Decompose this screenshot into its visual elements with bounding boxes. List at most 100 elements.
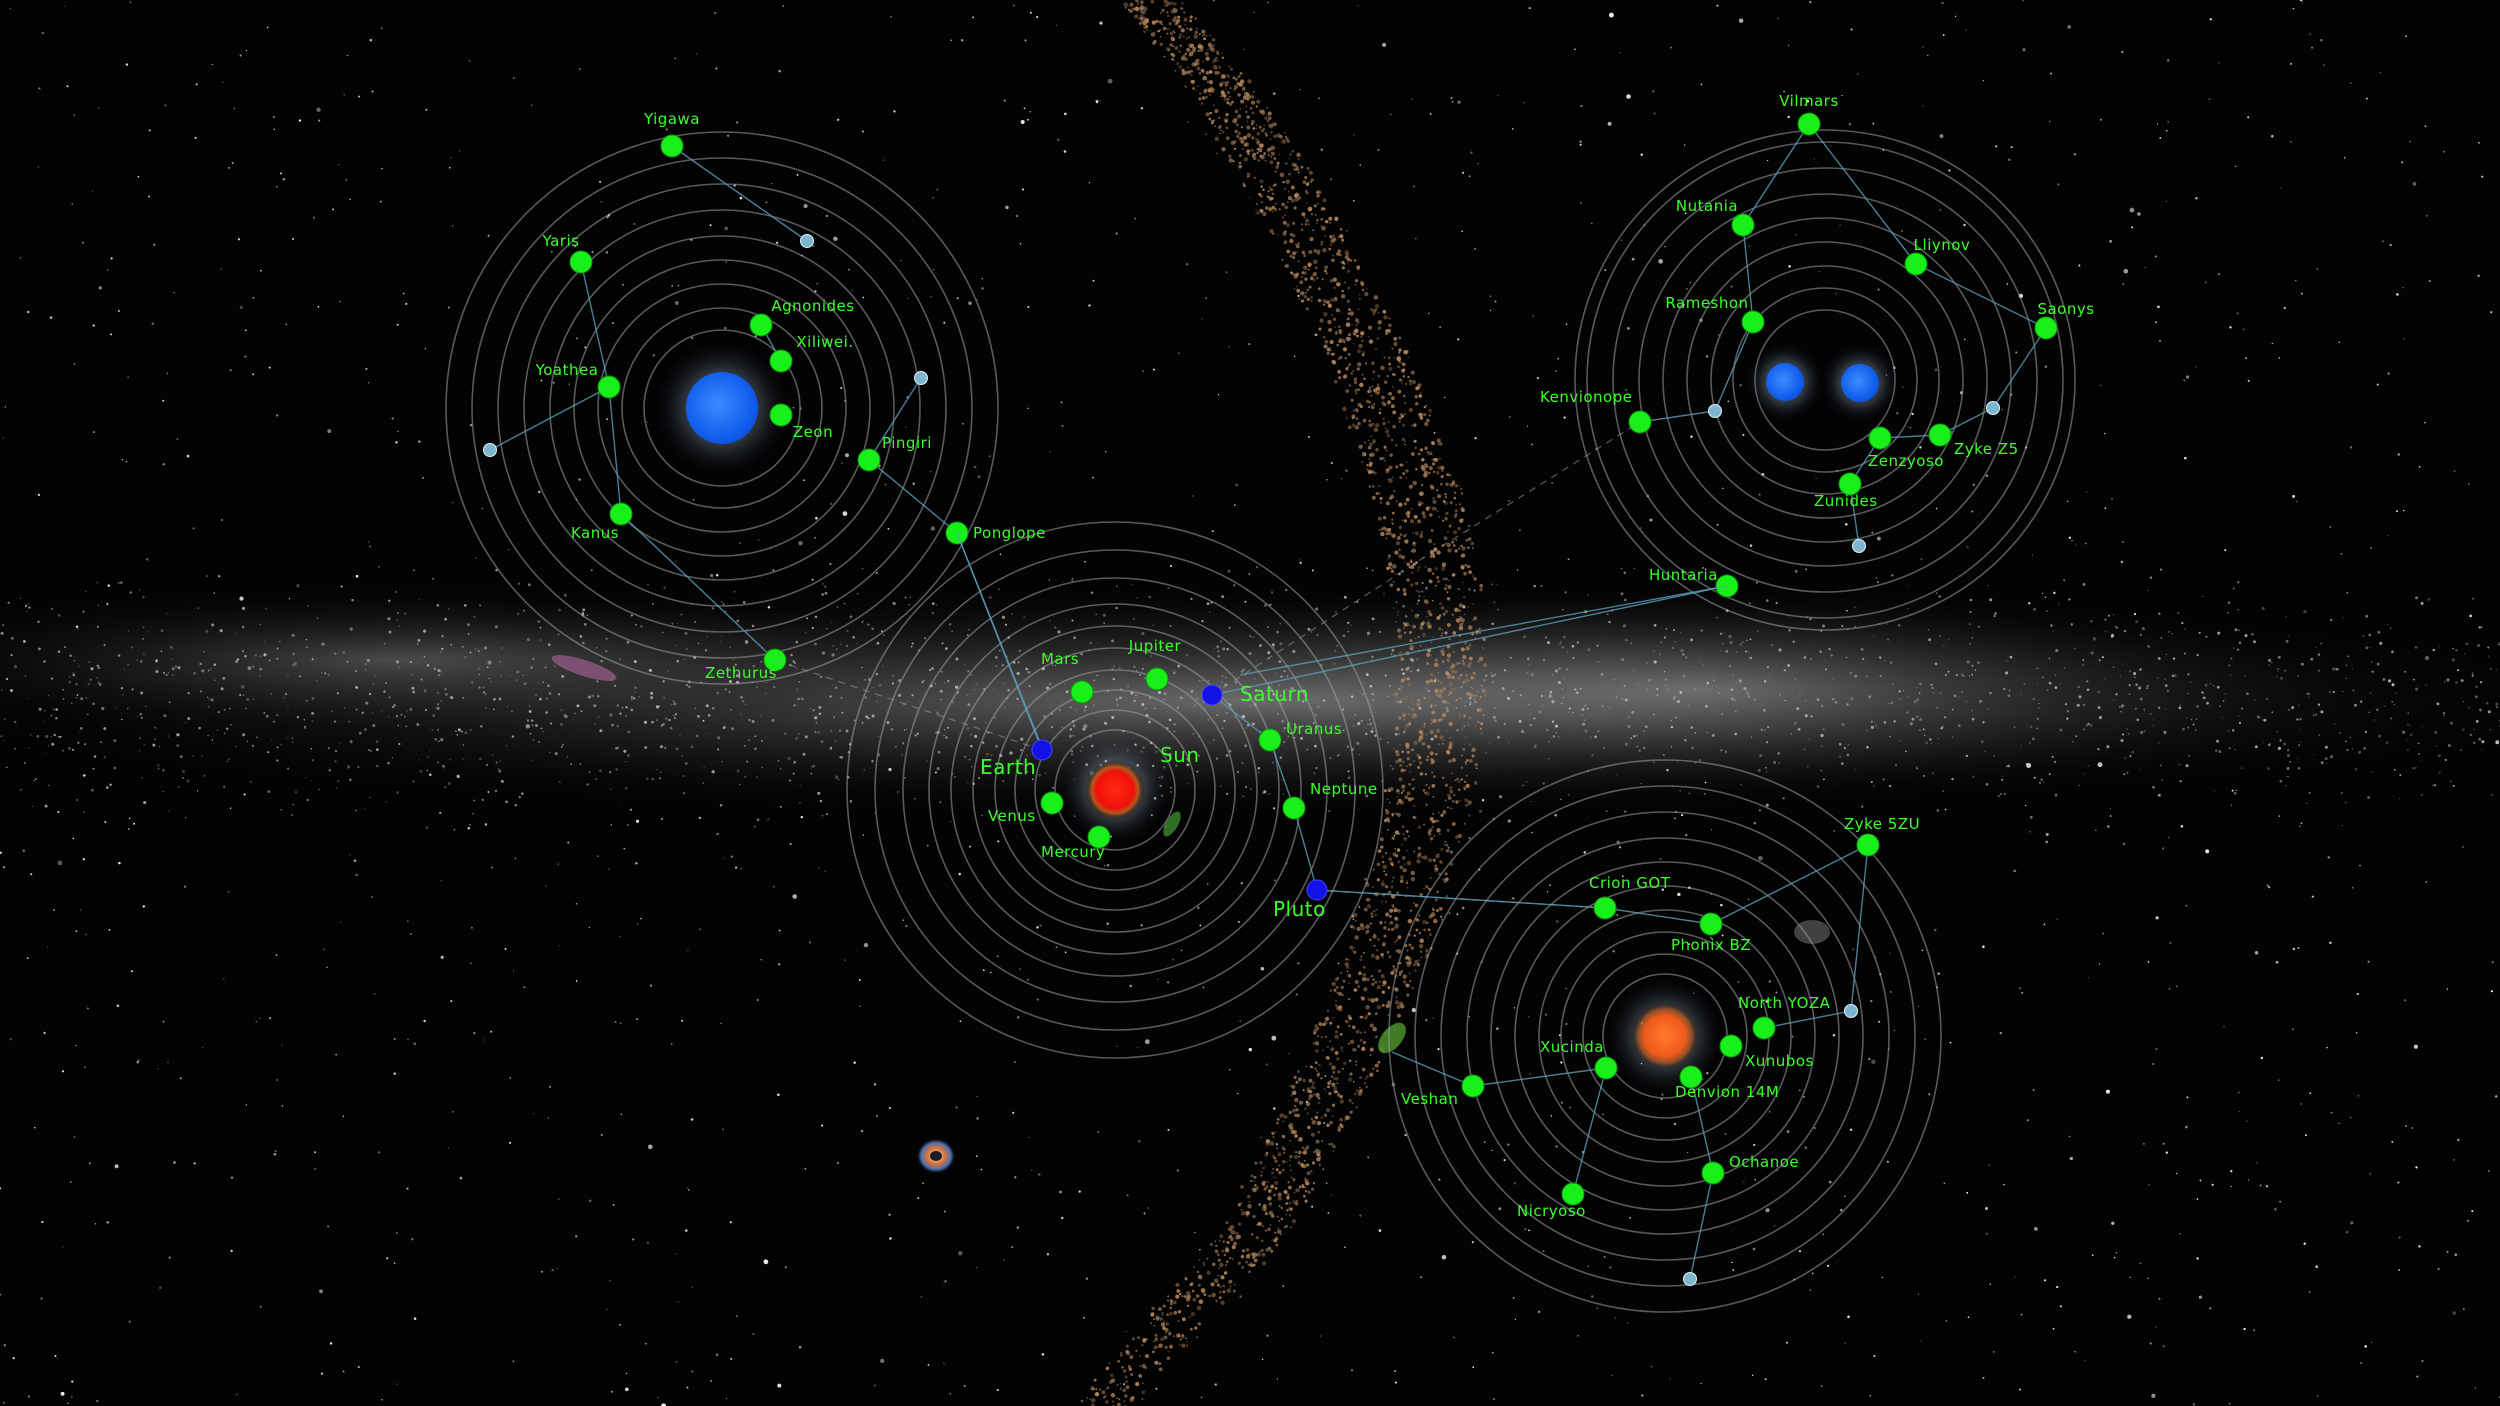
- planet-marker[interactable]: [1868, 426, 1892, 450]
- planet-venus[interactable]: Venus: [988, 791, 1064, 825]
- planet-ochanoe[interactable]: Ochanoe: [1701, 1153, 1799, 1185]
- planet-marker[interactable]: [1904, 252, 1928, 276]
- star-icon[interactable]: [1085, 760, 1145, 820]
- planet-marker[interactable]: [1031, 739, 1053, 761]
- planet-label: Xiliwei.: [796, 333, 853, 351]
- planet-zunides[interactable]: Zunides: [1814, 472, 1878, 510]
- planet-zyke-z5[interactable]: Zyke Z5: [1928, 423, 2019, 458]
- planet-nicryoso[interactable]: Nicryoso: [1517, 1182, 1586, 1220]
- planet-yoathea[interactable]: Yoathea: [535, 361, 621, 399]
- planet-marker[interactable]: [1928, 423, 1952, 447]
- star-icon[interactable]: [686, 372, 758, 444]
- planet-mars[interactable]: Mars: [1041, 650, 1094, 704]
- planet-marker[interactable]: [1282, 796, 1306, 820]
- planet-marker[interactable]: [769, 403, 793, 427]
- star-icon[interactable]: [1841, 364, 1879, 402]
- planet-marker[interactable]: [2034, 316, 2058, 340]
- planet-zyke-5zu[interactable]: Zyke 5ZU: [1844, 815, 1920, 857]
- planet-marker[interactable]: [1797, 112, 1821, 136]
- planet-marker[interactable]: [1040, 791, 1064, 815]
- planet-veshan[interactable]: Veshan: [1401, 1074, 1485, 1108]
- planet-lliynov[interactable]: Lliynov: [1904, 236, 1970, 276]
- planet-zethurus[interactable]: Zethurus: [705, 648, 787, 682]
- planet-yaris[interactable]: Yaris: [542, 232, 593, 274]
- planet-marker[interactable]: [597, 375, 621, 399]
- planet-uranus[interactable]: Uranus: [1258, 720, 1342, 752]
- waypoint-node[interactable]: [914, 371, 928, 385]
- planet-marker[interactable]: [1838, 472, 1862, 496]
- orbit-ring: [1414, 785, 1916, 1287]
- planet-earth[interactable]: Earth: [980, 739, 1053, 779]
- planet-marker[interactable]: [1258, 728, 1282, 752]
- planet-zeon[interactable]: Zeon: [769, 403, 833, 441]
- planet-marker[interactable]: [857, 448, 881, 472]
- planet-zenzyoso[interactable]: Zenzyoso: [1868, 426, 1944, 470]
- planet-marker[interactable]: [1701, 1161, 1725, 1185]
- planet-label: Nicryoso: [1517, 1202, 1586, 1220]
- planet-marker[interactable]: [1741, 310, 1765, 334]
- planet-neptune[interactable]: Neptune: [1282, 780, 1378, 820]
- star-icon[interactable]: [1631, 1002, 1699, 1070]
- planet-label: Yoathea: [535, 361, 599, 379]
- planet-marker[interactable]: [1306, 879, 1328, 901]
- planet-saturn[interactable]: Saturn: [1201, 682, 1309, 706]
- planet-marker[interactable]: [1145, 667, 1169, 691]
- planet-xiliwei[interactable]: Xiliwei.: [769, 333, 854, 373]
- planet-denvion-14m[interactable]: Denvion 14M: [1675, 1065, 1779, 1101]
- planet-marker[interactable]: [749, 313, 773, 337]
- planet-saonys[interactable]: Saonys: [2034, 300, 2095, 340]
- planet-yigawa[interactable]: Yigawa: [643, 110, 700, 158]
- planet-label: Zyke 5ZU: [1844, 815, 1920, 833]
- planet-marker[interactable]: [1719, 1034, 1743, 1058]
- planet-kanus[interactable]: Kanus: [571, 502, 633, 542]
- planet-pingiri[interactable]: Pingiri: [857, 434, 932, 472]
- planet-marker[interactable]: [660, 134, 684, 158]
- planet-label: Neptune: [1310, 780, 1378, 798]
- planet-marker[interactable]: [1201, 684, 1223, 706]
- planet-xunubos[interactable]: Xunubos: [1719, 1034, 1814, 1070]
- planet-rameshon[interactable]: Rameshon: [1665, 294, 1765, 334]
- planet-label: Mars: [1041, 650, 1079, 668]
- planet-agnonides[interactable]: Agnonides: [749, 297, 855, 337]
- planet-marker[interactable]: [1593, 896, 1617, 920]
- route-line: [671, 145, 808, 242]
- planet-marker[interactable]: [763, 648, 787, 672]
- planet-marker[interactable]: [1699, 912, 1723, 936]
- waypoint-node[interactable]: [800, 234, 814, 248]
- planet-marker[interactable]: [1594, 1056, 1618, 1080]
- planet-xucinda[interactable]: Xucinda: [1540, 1038, 1618, 1080]
- planet-marker[interactable]: [1679, 1065, 1703, 1089]
- planet-pluto[interactable]: Pluto: [1273, 879, 1328, 921]
- planet-marker[interactable]: [1087, 825, 1111, 849]
- planet-marker[interactable]: [1070, 680, 1094, 704]
- dashed-route: [774, 659, 1043, 751]
- waypoint-node[interactable]: [1844, 1004, 1858, 1018]
- route-line: [489, 386, 610, 451]
- planet-marker[interactable]: [609, 502, 633, 526]
- planet-jupiter[interactable]: Jupiter: [1128, 637, 1182, 691]
- planet-marker[interactable]: [1731, 213, 1755, 237]
- waypoint-node[interactable]: [1683, 1272, 1697, 1286]
- planet-marker[interactable]: [769, 349, 793, 373]
- planet-nutania[interactable]: Nutania: [1676, 197, 1755, 237]
- planet-ponglope[interactable]: Ponglope: [945, 521, 1046, 545]
- planet-vilmars[interactable]: Vilmars: [1779, 92, 1839, 136]
- planet-marker[interactable]: [1752, 1016, 1776, 1040]
- waypoint-node[interactable]: [1708, 404, 1722, 418]
- planet-north-yoza[interactable]: North YOZA: [1738, 994, 1831, 1040]
- planet-marker[interactable]: [1856, 833, 1880, 857]
- waypoint-node[interactable]: [1852, 539, 1866, 553]
- waypoint-node[interactable]: [1986, 401, 2000, 415]
- planet-marker[interactable]: [569, 250, 593, 274]
- orbit-ring: [1014, 689, 1216, 891]
- planet-crion-got[interactable]: Crion GOT: [1589, 874, 1671, 920]
- planet-phonix-bz[interactable]: Phonix BZ: [1671, 912, 1751, 954]
- waypoint-node[interactable]: [483, 443, 497, 457]
- star-icon[interactable]: [1766, 363, 1804, 401]
- planet-marker[interactable]: [1561, 1182, 1585, 1206]
- planet-marker[interactable]: [1461, 1074, 1485, 1098]
- planet-label: Pingiri: [882, 434, 932, 452]
- planet-label: Vilmars: [1779, 92, 1839, 110]
- planet-mercury[interactable]: Mercury: [1041, 825, 1111, 861]
